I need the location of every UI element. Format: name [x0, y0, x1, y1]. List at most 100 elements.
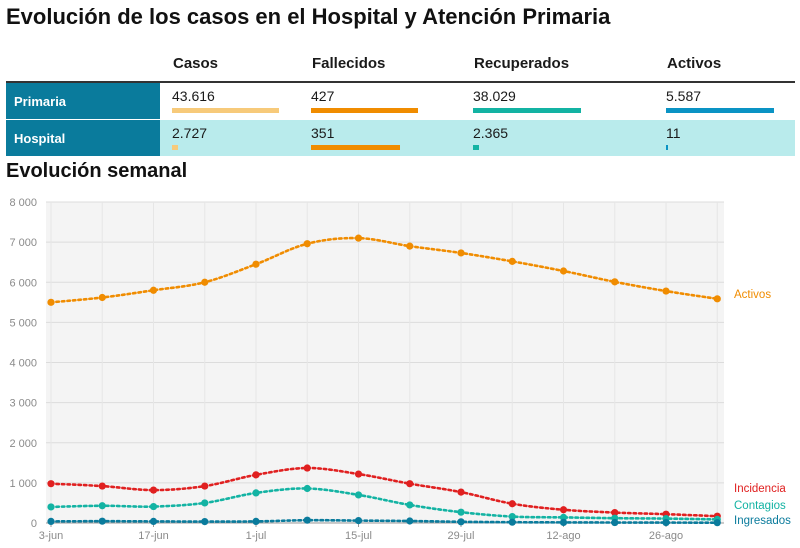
data-point-ingresados [611, 518, 619, 527]
bar-hospital-recuperados [473, 145, 479, 150]
data-point-incidencia [354, 470, 363, 478]
data-point-ingresados [508, 518, 516, 526]
data-point-incidencia [508, 500, 516, 508]
data-point-ingresados [559, 518, 568, 526]
data-point-activos [98, 293, 106, 302]
data-point-contagios [47, 503, 55, 511]
data-point-activos [662, 287, 670, 295]
data-point-incidencia [303, 464, 311, 472]
series-line-activos [49, 236, 719, 304]
x-tick-label: 3-jun [39, 530, 63, 542]
weekly-line-chart: 0 1 000 2 000 3 000 4 000 5 000 6 000 7 000 8 00… [9, 197, 791, 542]
data-point-contagios [303, 484, 311, 493]
series-label-incidencia: Incidencia [734, 483, 786, 495]
y-tick-label: 2 000 [9, 438, 37, 450]
data-point-incidencia [252, 471, 260, 479]
data-point-activos [508, 257, 516, 265]
data-point-activos [354, 234, 363, 242]
series-line-ingresados [49, 518, 719, 524]
data-point-incidencia [406, 480, 414, 488]
data-point-activos [406, 242, 414, 250]
y-tick-label: 7 000 [9, 237, 37, 249]
bar-primaria-activos [666, 108, 774, 113]
data-point-contagios [508, 512, 516, 521]
x-tick-label: 29-jul [448, 530, 475, 542]
y-tick-label: 8 000 [9, 197, 37, 209]
x-tick-label: 17-jun [138, 530, 169, 542]
bar-primaria-recuperados [473, 108, 581, 113]
cell-primaria-activos: 5.587 [654, 82, 795, 120]
series-line-contagios [49, 487, 719, 521]
cell-hospital-recuperados: 2.365 [461, 119, 654, 156]
value-hospital-casos: 2.727 [172, 125, 208, 141]
data-point-contagios [457, 508, 465, 516]
data-point-ingresados [201, 517, 209, 526]
data-point-ingresados [354, 516, 363, 525]
data-point-activos [457, 249, 465, 257]
data-point-incidencia [201, 482, 209, 490]
row-label-primaria: Primaria [6, 82, 160, 120]
cell-hospital-casos: 2.727 [160, 119, 299, 156]
data-point-ingresados [149, 517, 158, 525]
data-point-activos [47, 298, 55, 306]
series-label-ingresados: Ingresados [734, 515, 791, 527]
cell-hospital-fallecidos: 351 [299, 119, 461, 156]
bar-hospital-casos [172, 145, 178, 150]
x-tick-label: 12-ago [546, 530, 580, 542]
data-point-activos [611, 278, 619, 286]
data-point-contagios [98, 502, 106, 510]
data-point-contagios [149, 502, 158, 511]
bar-hospital-activos [666, 145, 668, 150]
col-header-recuperados: Recuperados [461, 45, 654, 83]
data-point-contagios [354, 491, 363, 499]
data-point-ingresados [406, 517, 414, 525]
summary-row-primaria: Primaria 43.616 427 38.029 5.587 [6, 82, 795, 120]
data-point-ingresados [457, 518, 465, 526]
value-hospital-activos: 11 [666, 125, 681, 141]
cell-hospital-activos: 11 [654, 119, 795, 156]
cell-primaria-recuperados: 38.029 [461, 82, 654, 120]
data-point-activos [559, 267, 568, 275]
series-label-contagios: Contagios [734, 500, 786, 512]
header-corner [6, 45, 160, 83]
summary-row-hospital: Hospital 2.727 351 2.365 11 [6, 119, 795, 156]
value-hospital-recuperados: 2.365 [473, 125, 509, 141]
value-primaria-casos: 43.616 [172, 88, 215, 104]
x-tick-label: 26-ago [649, 530, 683, 542]
y-tick-label: 6 000 [9, 277, 37, 289]
cell-primaria-fallecidos: 427 [299, 82, 461, 120]
data-point-activos [713, 295, 721, 303]
data-point-activos [252, 260, 260, 268]
y-tick-label: 5 000 [9, 317, 37, 329]
bar-primaria-casos [172, 108, 279, 113]
data-point-incidencia [457, 488, 465, 496]
data-point-ingresados [98, 517, 106, 525]
data-point-activos [149, 286, 158, 294]
chart-title: Evolución semanal [6, 160, 188, 182]
value-hospital-fallecidos: 351 [311, 125, 335, 141]
cell-primaria-casos: 43.616 [160, 82, 299, 120]
data-point-contagios [201, 499, 209, 507]
data-point-activos [201, 278, 209, 286]
series-line-incidencia [49, 466, 719, 518]
summary-table: Casos Fallecidos Recuperados Activos Pri… [6, 45, 795, 156]
data-point-contagios [252, 489, 260, 497]
data-point-ingresados [662, 518, 670, 527]
page-title: Evolución de los casos en el Hospital y … [6, 4, 611, 29]
data-point-ingresados [47, 517, 55, 525]
data-point-incidencia [559, 506, 568, 514]
x-tick-label: 15-jul [345, 530, 372, 542]
data-point-contagios [406, 501, 414, 509]
x-tick-label: 1-jul [246, 530, 267, 542]
col-header-activos: Activos [654, 45, 795, 83]
y-tick-label: 3 000 [9, 398, 37, 410]
row-label-hospital: Hospital [6, 119, 160, 156]
bar-hospital-fallecidos [311, 145, 400, 150]
summary-header-row: Casos Fallecidos Recuperados Activos [6, 45, 795, 83]
y-tick-label: 0 [31, 518, 37, 530]
data-point-ingresados [713, 519, 721, 527]
data-point-incidencia [611, 508, 619, 517]
series-label-activos: Activos [734, 289, 771, 301]
data-point-contagios [559, 513, 568, 521]
data-point-ingresados [303, 516, 311, 524]
